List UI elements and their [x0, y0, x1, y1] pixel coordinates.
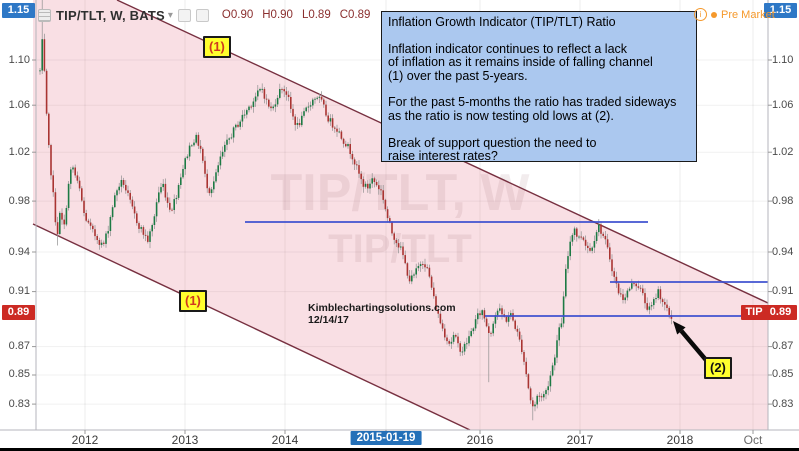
compare-icon[interactable] — [177, 8, 191, 22]
date-tick-label: 2017 — [566, 433, 594, 447]
price-tick-label: 0.83 — [772, 398, 794, 410]
axis-badge-high-right: 1.15 — [764, 3, 797, 18]
support-resistance-lines[interactable] — [245, 221, 768, 317]
price-tick-label: 1.02 — [8, 146, 30, 158]
annotation-note[interactable]: Inflation Growth Indicator (TIP/TLT) Rat… — [381, 11, 697, 163]
series-tag: TIP — [741, 305, 767, 320]
high-value: H0.90 — [262, 9, 293, 21]
price-tick-label: 0.98 — [8, 195, 30, 207]
price-tick-label: 0.98 — [772, 195, 794, 207]
svg-text:TIP/TLT, W: TIP/TLT, W — [271, 164, 531, 222]
low-value: L0.89 — [301, 9, 331, 21]
date-tick-label: 2018 — [666, 433, 694, 447]
price-tick-label: 1.06 — [8, 99, 30, 111]
price-tick-label: 0.83 — [8, 398, 30, 410]
axis-badge-high-left: 1.15 — [2, 3, 35, 18]
date-tick-label: 2013 — [171, 433, 199, 447]
collapse-icon[interactable] — [38, 8, 51, 22]
date-tick-label-highlighted: 2015-01-19 — [350, 431, 422, 445]
price-tick-label: 0.91 — [772, 285, 794, 297]
arrow-drawing[interactable] — [673, 321, 708, 362]
price-tick-label: 0.85 — [8, 368, 30, 380]
channel-label-bottom[interactable]: (1) — [179, 290, 207, 312]
watermark-credit: Kimblechartingsolutions.com 12/14/17 — [308, 302, 456, 326]
chart-header: TIP/TLT, W, BATS ▾ O0.90 H0.90 L0.89 C0.… — [38, 6, 370, 24]
price-tick-label: 0.85 — [772, 368, 794, 380]
dropdown-caret-icon[interactable]: ▾ — [167, 9, 173, 21]
price-tick-label: 0.87 — [8, 340, 30, 352]
open-value: O0.90 — [221, 9, 254, 21]
price-tick-label: 0.87 — [772, 340, 794, 352]
date-tick-label: 2012 — [71, 433, 99, 447]
info-icon[interactable]: i — [694, 8, 707, 21]
symbol-watermark: TIP/TLT, W TIP/TLT — [271, 164, 531, 271]
date-tick-label: 2016 — [466, 433, 494, 447]
close-value: C0.89 — [339, 9, 371, 21]
symbol-title[interactable]: TIP/TLT, W, BATS — [56, 7, 165, 23]
date-tick-label: 2014 — [271, 433, 299, 447]
last-price-badge-left: 0.89 — [2, 305, 35, 320]
date-tick-label: Oct — [743, 433, 763, 447]
support-label[interactable]: (2) — [704, 357, 732, 379]
session-dot-icon — [711, 11, 717, 18]
price-tick-label: 1.10 — [772, 54, 794, 66]
ohlc-readout: O0.90 H0.90 L0.89 C0.89 — [222, 9, 370, 21]
session-status: i Pre Market — [694, 8, 775, 21]
candlestick-series — [39, 0, 673, 421]
channel-label-top[interactable]: (1) — [203, 36, 231, 58]
settings-icon[interactable] — [195, 8, 209, 22]
price-tick-label: 0.94 — [772, 246, 794, 258]
price-tick-label: 0.91 — [8, 285, 30, 297]
price-tick-label: 1.02 — [772, 146, 794, 158]
last-price-badge-right: 0.89 — [764, 305, 797, 320]
price-tick-label: 1.06 — [772, 99, 794, 111]
session-label: Pre Market — [721, 8, 775, 21]
price-tick-label: 1.10 — [8, 54, 30, 66]
plot-border — [0, 0, 799, 434]
bottom-border-bar — [0, 448, 799, 451]
svg-text:TIP/TLT: TIP/TLT — [328, 227, 472, 271]
price-tick-label: 0.94 — [8, 246, 30, 258]
